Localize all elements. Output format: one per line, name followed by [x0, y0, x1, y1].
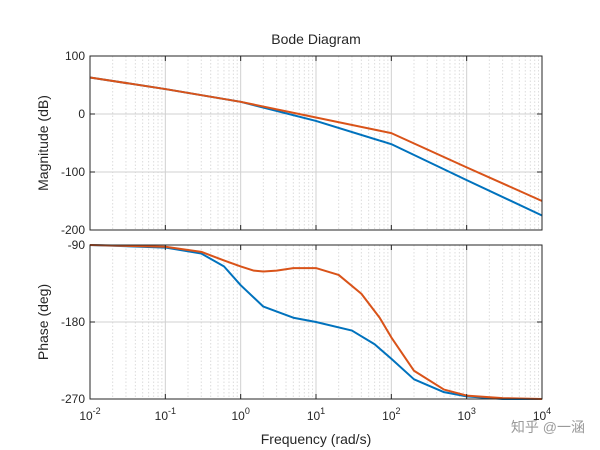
x-tick-label-exponent: 4 — [546, 406, 551, 416]
phase-y-ticks: -90 -180 -270 — [61, 238, 542, 406]
x-axis-label: Frequency (rad/s) — [261, 431, 371, 447]
y-tick-label: -180 — [61, 315, 85, 329]
x-tick-label-exponent: 1 — [320, 406, 325, 416]
x-tick-label-exponent: -2 — [93, 406, 101, 416]
y-tick-label: 0 — [78, 107, 85, 121]
x-tick-label-exponent: 3 — [471, 406, 476, 416]
magnitude-panel: 100 0 -100 -200 Magnitude (dB) — [35, 49, 543, 237]
series-line — [89, 244, 542, 400]
x-tick-label: 10-1 — [155, 406, 176, 423]
x-tick-label: 10-2 — [79, 406, 100, 423]
series-line — [89, 244, 543, 400]
x-tick-label-base: 10 — [307, 409, 321, 423]
x-tick-labels: 10-2 10-1 100 101 102 103 104 — [79, 56, 551, 423]
x-tick-label-base: 10 — [533, 409, 547, 423]
x-tick-label-base: 10 — [382, 409, 396, 423]
x-tick-label: 102 — [382, 406, 400, 423]
x-tick-label-base: 10 — [457, 409, 471, 423]
magnitude-series — [89, 76, 543, 217]
magnitude-y-axis-label: Magnitude (dB) — [35, 95, 51, 191]
y-tick-label: 100 — [65, 49, 85, 63]
x-tick-label-base: 10 — [231, 409, 245, 423]
y-tick-label: -100 — [61, 165, 85, 179]
magnitude-y-ticks: 100 0 -100 -200 — [61, 49, 542, 237]
watermark: 知乎 @一涵 — [511, 419, 585, 435]
x-tick-label: 101 — [307, 406, 325, 423]
x-tick-label-exponent: -1 — [168, 406, 176, 416]
y-tick-label: -90 — [68, 238, 86, 252]
x-tick-label-base: 10 — [79, 409, 93, 423]
x-tick-label-exponent: 2 — [396, 406, 401, 416]
y-tick-label: -270 — [61, 392, 85, 406]
x-tick-label: 103 — [457, 406, 475, 423]
x-tick-label: 100 — [231, 406, 249, 423]
x-tick-label: 104 — [533, 406, 551, 423]
chart-title: Bode Diagram — [271, 31, 361, 47]
phase-y-axis-label: Phase (deg) — [35, 284, 51, 360]
x-tick-label-exponent: 0 — [245, 406, 250, 416]
series-line — [89, 76, 543, 202]
phase-series — [89, 244, 543, 400]
x-tick-label-base: 10 — [155, 409, 169, 423]
y-tick-label: -200 — [61, 223, 85, 237]
